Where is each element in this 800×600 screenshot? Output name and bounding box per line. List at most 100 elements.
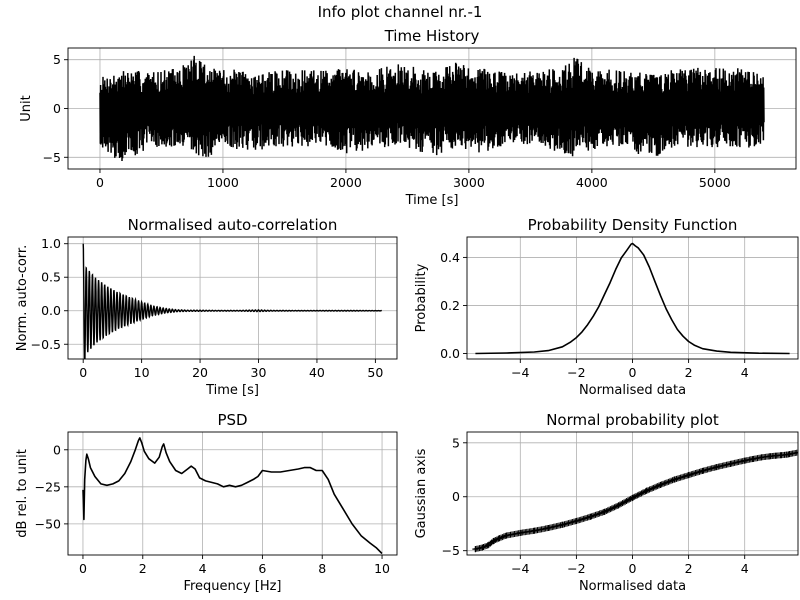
x-tick-label: 50 [367, 365, 383, 380]
pdf-ticks: −4 −2 0 2 4 0.0 0.2 0.4 [440, 250, 749, 380]
data-point [503, 532, 510, 539]
x-tick-label: 0 [96, 175, 104, 190]
data-point [772, 452, 779, 459]
data-point [624, 497, 631, 504]
x-tick-label: 40 [309, 365, 325, 380]
pdf-series [475, 242, 790, 355]
y-tick-label: −5 [442, 543, 460, 558]
data-point [778, 452, 785, 459]
x-tick-label: 0 [629, 561, 637, 576]
psd-ticks: 0 2 4 6 8 10 −50 −25 0 [35, 442, 390, 576]
signal-line [99, 55, 765, 162]
data-point [610, 504, 617, 511]
data-point [472, 546, 479, 553]
y-tick-label: −50 [35, 516, 61, 531]
y-tick-label: −25 [35, 479, 61, 494]
data-point [671, 476, 678, 483]
normal-probability-ticks: −4 −2 0 2 4 −5 0 5 [442, 435, 749, 576]
x-tick-label: 0 [629, 365, 637, 380]
data-point [517, 529, 524, 536]
x-tick-label: 20 [192, 365, 208, 380]
x-tick-label: 4 [741, 365, 749, 380]
figure-suptitle: Info plot channel nr.-1 [318, 3, 483, 21]
x-tick-label: 4 [199, 561, 207, 576]
data-point [629, 494, 636, 501]
psd-ylabel: dB rel. to unit [15, 449, 30, 538]
pdf-title: Probability Density Function [528, 216, 738, 234]
time-history-series [99, 55, 765, 162]
data-point [647, 485, 654, 492]
data-point [545, 525, 552, 532]
autocorr-line [82, 243, 382, 359]
data-point [531, 527, 538, 534]
data-point [654, 483, 661, 490]
data-point [611, 504, 618, 511]
data-point [699, 467, 706, 474]
x-tick-label: 4 [741, 561, 749, 576]
data-point [637, 491, 644, 498]
data-point [485, 542, 492, 549]
time-history-xlabel: Time [s] [405, 193, 459, 208]
data-point [758, 454, 765, 461]
data-point [612, 503, 619, 510]
normal-probability-grid [467, 432, 798, 555]
data-point [713, 464, 720, 471]
data-point [662, 479, 669, 486]
y-tick-label: 0.2 [440, 298, 460, 313]
data-point [619, 500, 626, 507]
y-tick-label: 0.5 [41, 270, 61, 285]
data-point [657, 481, 664, 488]
x-tick-label: −4 [511, 561, 529, 576]
x-tick-label: 2 [685, 561, 693, 576]
data-point [626, 496, 633, 503]
x-tick-label: 8 [318, 561, 326, 576]
x-tick-label: −4 [511, 365, 529, 380]
data-point [646, 486, 653, 493]
data-point [615, 502, 622, 509]
pdf-grid [467, 237, 798, 359]
data-point [661, 480, 668, 487]
autocorrelation-xlabel: Time [s] [205, 383, 259, 398]
y-tick-label: 0 [452, 489, 460, 504]
y-tick-label: 0.0 [440, 346, 460, 361]
data-point [606, 506, 613, 513]
x-tick-label: −2 [567, 365, 585, 380]
x-tick-label: 4000 [576, 175, 608, 190]
data-point [620, 499, 627, 506]
y-tick-label: 1.0 [41, 236, 61, 251]
y-tick-label: 0 [53, 442, 61, 457]
time-history-ylabel: Unit [19, 95, 34, 121]
autocorrelation-title: Normalised auto-correlation [128, 216, 338, 234]
data-point [573, 518, 580, 525]
data-point [766, 453, 773, 460]
pdf-xlabel: Normalised data [579, 383, 686, 398]
data-point [643, 487, 650, 494]
psd-series [82, 437, 383, 555]
data-point [587, 513, 594, 520]
x-tick-label: 30 [251, 365, 267, 380]
normal-probability-chart: −4 −2 0 2 4 −5 0 5 Normal probability plot Normal… [414, 411, 799, 594]
normal-probability-title: Normal probability plot [546, 411, 719, 429]
x-tick-label: 2 [139, 561, 147, 576]
y-tick-label: −0.5 [31, 337, 61, 352]
data-point [559, 521, 566, 528]
data-point [490, 537, 497, 544]
x-tick-label: 2000 [330, 175, 362, 190]
time-history-ticks: 0 1000 2000 3000 4000 5000 −5 0 5 [43, 52, 731, 190]
data-point [608, 505, 615, 512]
time-history-title: Time History [384, 27, 480, 45]
y-tick-label: 0.0 [41, 303, 61, 318]
data-point [651, 484, 658, 491]
x-tick-label: 3000 [453, 175, 485, 190]
pdf-chart: −4 −2 0 2 4 0.0 0.2 0.4 Probability Density Func… [414, 216, 799, 398]
psd-title: PSD [217, 411, 247, 429]
data-point [607, 506, 614, 513]
pdf-ylabel: Probability [414, 263, 429, 332]
autocorrelation-series [82, 243, 382, 359]
psd-axes-frame [67, 431, 398, 556]
data-point [633, 493, 640, 500]
data-point [786, 451, 793, 458]
x-tick-label: 2 [685, 365, 693, 380]
